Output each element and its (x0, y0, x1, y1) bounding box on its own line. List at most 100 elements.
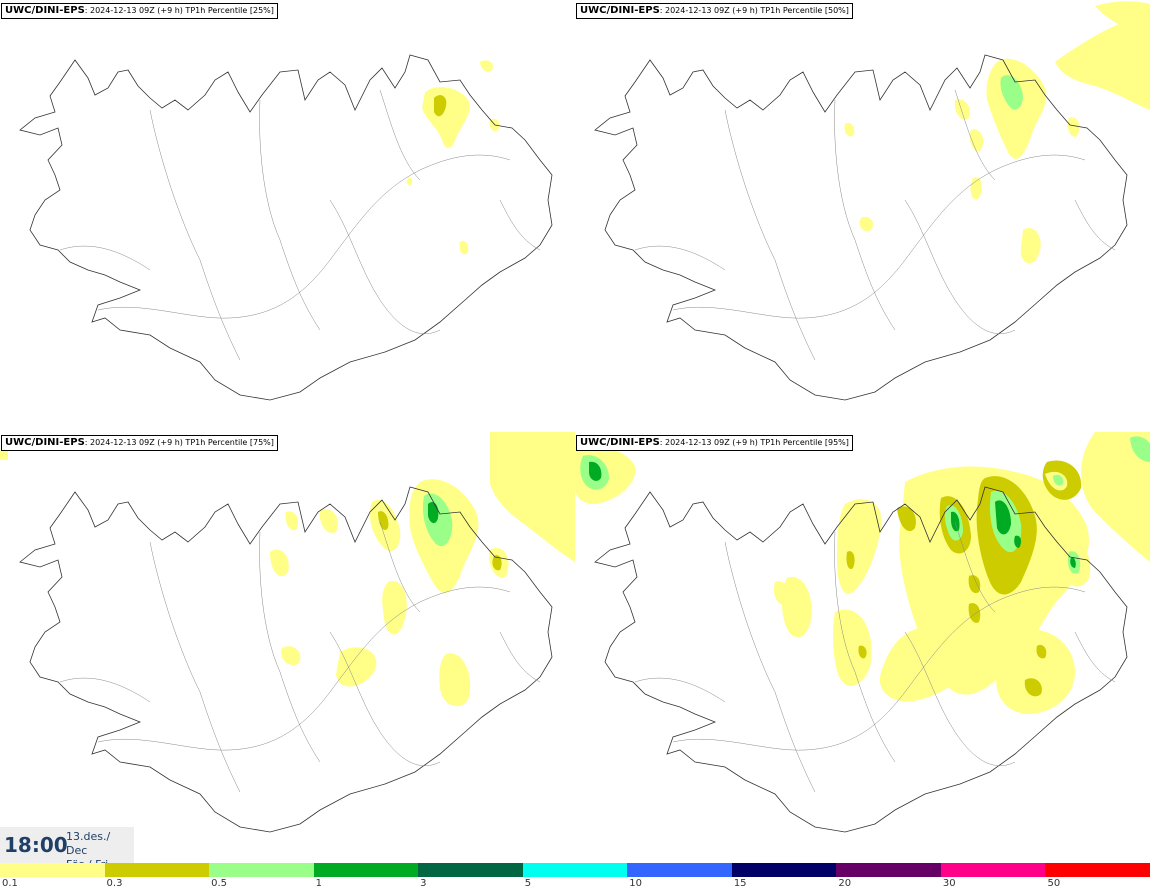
boundary-line (59, 245, 151, 271)
map-panel-p50: UWC/DINI-EPS: 2024-12-13 09Z (+9 h) TP1h… (575, 0, 1150, 432)
colorbar-segment (940, 863, 1046, 877)
precip-area-light (1055, 18, 1150, 110)
boundary-line (329, 631, 441, 766)
precip-area-dark (428, 501, 439, 524)
map-canvas (0, 432, 575, 833)
boundary-line (329, 199, 441, 334)
colorbar-tick-label: 0.3 (106, 878, 123, 889)
boundary-line (954, 89, 996, 181)
boundary-line (724, 109, 816, 361)
colorbar-tick-label: 50 (1047, 878, 1061, 889)
valid-date-line1: 13.des./ Dec (66, 830, 111, 857)
boundary-line (259, 99, 321, 331)
coastline (19, 486, 553, 833)
precip-area-light (270, 549, 289, 577)
valid-hour: 18:00 (4, 833, 68, 857)
precip-area-light (954, 99, 971, 120)
colorbar-tick-label: 20 (838, 878, 852, 889)
map-panel-p75: UWC/DINI-EPS: 2024-12-13 09Z (+9 h) TP1h… (0, 432, 575, 864)
panel-title: UWC/DINI-EPS: 2024-12-13 09Z (+9 h) TP1h… (576, 3, 853, 19)
precip-area-light (969, 129, 984, 152)
boundary-line (634, 245, 726, 271)
colorbar-segment (731, 863, 837, 877)
boundary-line (672, 154, 1086, 319)
precip-area-mid (968, 575, 981, 594)
precip-area-mid (492, 555, 502, 571)
colorbar-segment (1045, 863, 1150, 877)
precip-area-light (281, 646, 301, 666)
boundary-line (379, 521, 421, 613)
precip-colorbar (0, 863, 1150, 877)
precip-area-light (406, 177, 413, 186)
precip-area-dark (951, 511, 960, 532)
precip-area-light (833, 609, 872, 687)
boundary-line (672, 586, 1086, 751)
colorbar-segment (836, 863, 941, 877)
precip-area-dark (1014, 535, 1022, 548)
precip-area-light (996, 629, 1075, 714)
colorbar-segment (0, 863, 105, 877)
boundary-line (149, 541, 241, 793)
panel-title: UWC/DINI-EPS: 2024-12-13 09Z (+9 h) TP1h… (1, 435, 278, 451)
precip-area-light (382, 581, 407, 635)
colorbar-tick-labels: 0.1 0.3 0.5 1 3 5 10 15 20 30 50 (0, 877, 1150, 891)
boundary-line (1074, 199, 1116, 251)
colorbar-segment (418, 863, 523, 877)
colorbar-segment (627, 863, 732, 877)
map-panel-p25: UWC/DINI-EPS: 2024-12-13 09Z (+9 h) TP1h… (0, 0, 575, 432)
precip-area-mid (897, 506, 916, 532)
map-canvas (575, 432, 1150, 833)
colorbar-tick-label: 30 (942, 878, 956, 889)
precip-area-mid (378, 511, 389, 531)
boundary-line (499, 631, 541, 683)
map-canvas (594, 1, 1150, 401)
precip-area-light (319, 509, 339, 533)
precip-area-light (844, 122, 855, 137)
valid-time-box: 18:00 13.des./ Dec Fös./ Fri (0, 827, 134, 871)
boundary-line (904, 199, 1016, 334)
precip-area-light (781, 576, 812, 638)
colorbar-tick-label: 3 (420, 878, 427, 889)
map-panel-p95: UWC/DINI-EPS: 2024-12-13 09Z (+9 h) TP1h… (575, 432, 1150, 864)
precip-area-light (837, 498, 882, 594)
precip-area-light (336, 647, 377, 687)
precip-area-mid (858, 645, 867, 659)
precip-area-light (1095, 1, 1150, 40)
precip-area-light (285, 511, 299, 531)
coastline (594, 486, 1128, 833)
boundary-line (634, 677, 726, 703)
precip-area-green (1053, 474, 1064, 486)
boundary-line (149, 109, 241, 361)
colorbar-tick-label: 0.5 (211, 878, 227, 889)
precip-area-light (422, 86, 470, 149)
precip-area-mid (434, 95, 447, 117)
precip-area-green (1000, 75, 1023, 110)
iceland-landmass (20, 55, 552, 400)
precip-area-light (970, 177, 982, 200)
precip-area-mid (1024, 678, 1042, 697)
precip-area-light (909, 546, 932, 580)
precip-area-dark (995, 500, 1011, 535)
precip-area-light (480, 60, 493, 72)
precip-area-light (459, 240, 469, 255)
colorbar-segment (104, 863, 210, 877)
precip-area-dark (589, 461, 602, 481)
boundary-line (499, 199, 541, 251)
precip-area-light (1020, 228, 1041, 264)
precip-area-dark (1070, 557, 1076, 568)
boundary-line (724, 541, 816, 793)
precip-area-light (1081, 432, 1150, 562)
precip-area-green (1130, 436, 1150, 462)
coastline (19, 54, 553, 401)
boundary-line (379, 89, 421, 181)
colorbar-segment (313, 863, 419, 877)
precip-area-light (859, 216, 874, 232)
precip-area-mid (846, 551, 855, 570)
precip-area-mid (968, 603, 981, 623)
precip-area-light (0, 450, 8, 460)
boundary-line (97, 154, 511, 319)
coastline (594, 54, 1128, 401)
colorbar-segment (522, 863, 628, 877)
boundary-line (904, 631, 1016, 766)
boundary-line (259, 531, 321, 763)
